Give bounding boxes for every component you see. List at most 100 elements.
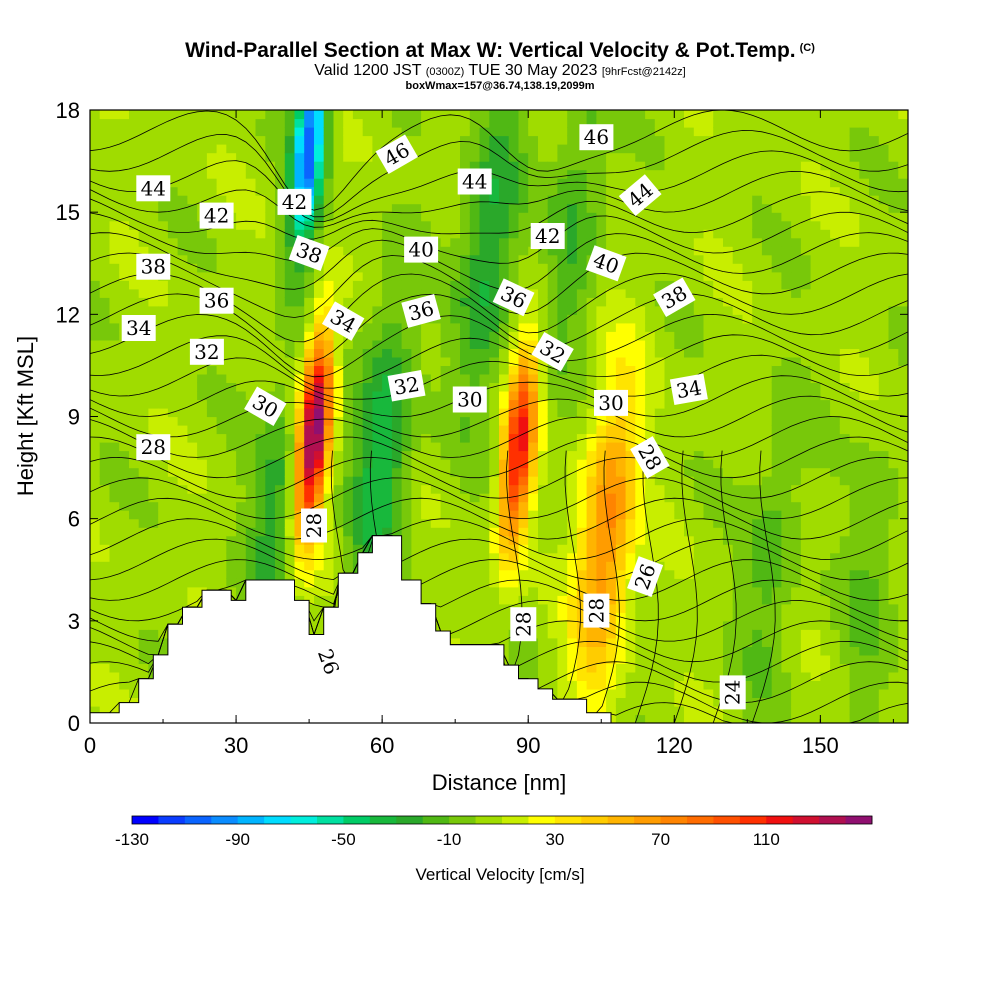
velocity-cell [275, 322, 286, 332]
velocity-cell [752, 212, 763, 222]
velocity-cell [236, 178, 247, 188]
velocity-cell [226, 484, 237, 494]
velocity-cell [99, 186, 110, 196]
velocity-cell [664, 714, 675, 723]
velocity-cell [255, 459, 266, 469]
velocity-cell [567, 161, 578, 171]
velocity-cell [713, 331, 724, 341]
velocity-cell [557, 450, 568, 460]
velocity-cell [586, 348, 597, 358]
velocity-cell [284, 365, 296, 375]
velocity-cell [460, 297, 471, 307]
velocity-cell [294, 425, 305, 435]
velocity-cell [596, 186, 607, 196]
velocity-cell [90, 620, 101, 630]
velocity-cell [352, 408, 364, 418]
velocity-cell [167, 280, 179, 290]
velocity-cell [440, 314, 451, 324]
velocity-cell [430, 595, 442, 605]
velocity-cell [615, 578, 627, 588]
velocity-cell [421, 561, 432, 571]
velocity-cell [713, 680, 724, 690]
velocity-cell [576, 680, 588, 690]
velocity-cell [469, 195, 481, 205]
velocity-cell [284, 527, 296, 537]
velocity-cell [167, 356, 179, 366]
velocity-cell [508, 246, 519, 256]
velocity-cell [576, 433, 588, 443]
velocity-cell [752, 501, 763, 511]
velocity-cell [314, 552, 325, 562]
velocity-cell [654, 714, 666, 723]
velocity-cell [460, 629, 471, 639]
velocity-cell [401, 569, 412, 579]
velocity-cell [674, 688, 685, 698]
velocity-cell [294, 271, 305, 281]
velocity-cell [460, 356, 471, 366]
velocity-cell [119, 697, 130, 707]
velocity-cell [265, 280, 276, 290]
velocity-cell [489, 110, 500, 120]
velocity-cell [148, 603, 159, 613]
velocity-cell [294, 161, 305, 171]
velocity-cell [236, 118, 247, 128]
velocity-cell [177, 246, 188, 256]
velocity-cell [430, 459, 442, 469]
velocity-cell [167, 297, 179, 307]
velocity-cell [255, 152, 266, 162]
velocity-cell [109, 203, 120, 213]
velocity-cell [197, 254, 208, 264]
velocity-cell [576, 442, 588, 452]
velocity-cell [167, 484, 179, 494]
velocity-cell [304, 578, 315, 588]
velocity-cell [275, 263, 286, 273]
velocity-cell [460, 637, 471, 647]
velocity-cell [401, 161, 412, 171]
velocity-cell [226, 561, 237, 571]
velocity-cell [752, 254, 763, 264]
velocity-cell [635, 654, 646, 664]
velocity-cell [352, 118, 364, 128]
velocity-cell [499, 135, 510, 145]
velocity-cell [372, 288, 383, 298]
velocity-cell [479, 373, 490, 383]
velocity-cell [148, 569, 159, 579]
velocity-cell [528, 586, 539, 596]
velocity-cell [187, 561, 198, 571]
velocity-cell [596, 680, 607, 690]
velocity-cell [158, 646, 169, 656]
velocity-cell [528, 254, 539, 264]
velocity-cell [684, 178, 695, 188]
velocity-cell [372, 297, 383, 307]
velocity-cell [216, 178, 227, 188]
velocity-cell [343, 518, 354, 528]
velocity-cell [382, 467, 393, 477]
velocity-cell [187, 569, 198, 579]
velocity-cell [440, 552, 451, 562]
velocity-cell [703, 442, 714, 452]
velocity-cell [382, 373, 393, 383]
velocity-cell [606, 425, 617, 435]
velocity-cell [538, 612, 549, 622]
velocity-cell [723, 612, 734, 622]
velocity-cell [216, 578, 227, 588]
velocity-cell [372, 271, 383, 281]
velocity-cell [167, 186, 179, 196]
velocity-cell [99, 527, 110, 537]
velocity-cell [343, 493, 354, 503]
velocity-cell [752, 195, 763, 205]
velocity-cell [187, 331, 198, 341]
velocity-cell [99, 271, 110, 281]
velocity-cell [645, 135, 656, 145]
velocity-cell [236, 246, 247, 256]
velocity-cell [362, 186, 373, 196]
velocity-cell [586, 408, 597, 418]
velocity-cell [469, 459, 481, 469]
velocity-cell [518, 127, 529, 137]
velocity-cell [323, 459, 334, 469]
velocity-cell [304, 595, 315, 605]
velocity-cell [372, 459, 383, 469]
velocity-cell [586, 220, 597, 230]
velocity-cell [158, 373, 169, 383]
velocity-cell [625, 433, 636, 443]
